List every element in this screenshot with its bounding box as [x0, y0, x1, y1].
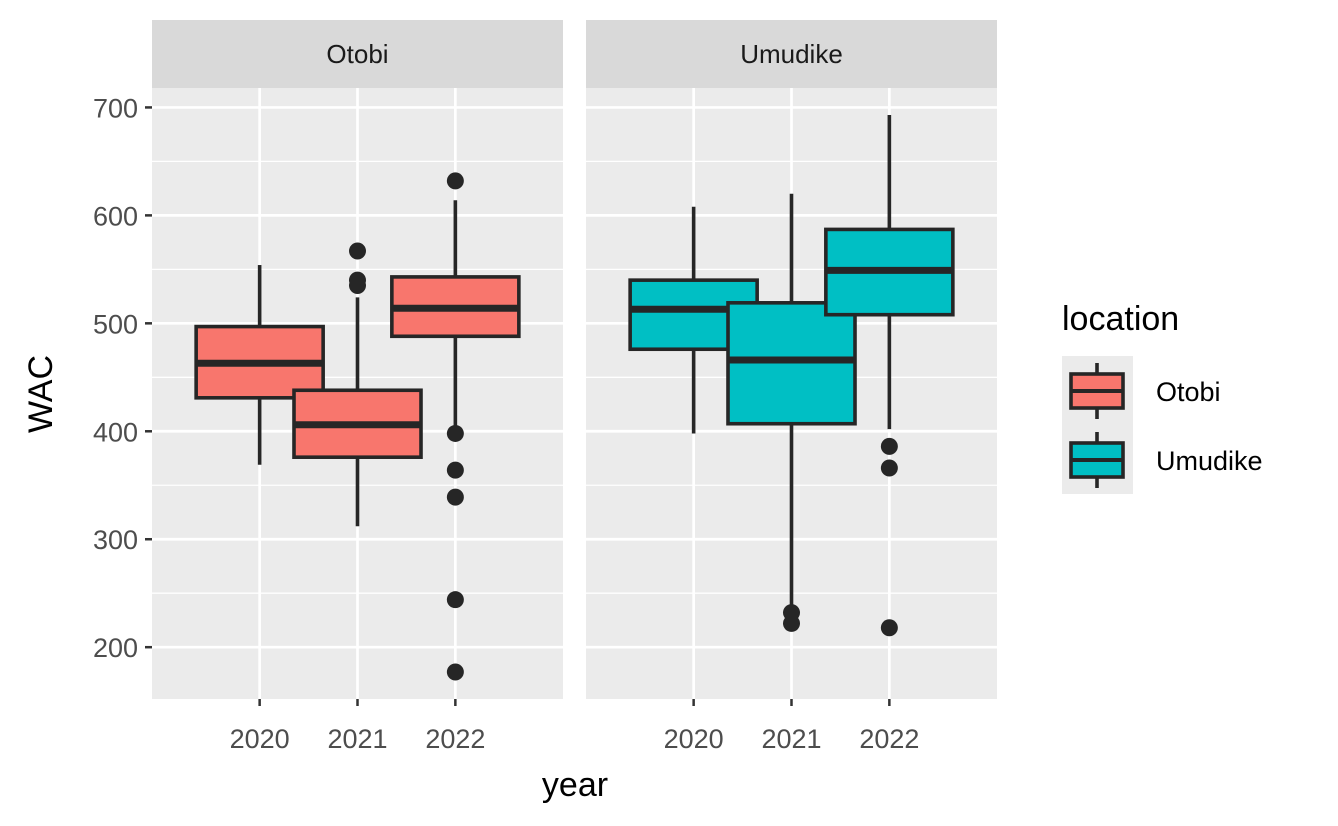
x-tick-label: 2022: [425, 724, 485, 754]
boxplot-umudike-2022: [824, 114, 955, 637]
y-tick-label: 400: [93, 417, 138, 447]
outlier-point: [446, 424, 464, 442]
y-tick-label: 600: [93, 201, 138, 231]
y-axis-title: WAC: [22, 355, 60, 433]
facet-panel-umudike: Umudike: [586, 20, 997, 699]
outlier-point: [783, 614, 800, 632]
facet-strip-label: Otobi: [326, 39, 388, 69]
boxplot-otobi-2022: [390, 172, 521, 681]
boxplot-otobi-2020: [194, 265, 325, 465]
x-axis: 2020 2021 2022 2020 2021 2022: [230, 699, 919, 754]
x-tick-label: 2020: [230, 724, 290, 754]
facet-panel-otobi: Otobi: [152, 20, 563, 699]
legend-title: location: [1062, 300, 1179, 338]
x-axis-title: year: [542, 766, 608, 804]
x-tick-label: 2021: [761, 724, 821, 754]
boxplot-otobi-2021: [292, 242, 423, 527]
y-tick-label: 500: [93, 309, 138, 339]
facet-panels: Otobi Umudike: [152, 20, 997, 699]
x-tick-label: 2022: [859, 724, 919, 754]
x-tick-label: 2021: [327, 724, 387, 754]
facet-strip: [152, 20, 563, 88]
outlier-point: [349, 242, 366, 260]
y-tick-label: 200: [93, 633, 138, 663]
boxplot-umudike-2021: [726, 193, 857, 632]
outlier-point: [446, 591, 464, 609]
facet-strip: [586, 20, 997, 88]
y-tick-label: 300: [93, 525, 138, 555]
y-tick-label: 700: [93, 93, 138, 123]
y-axis: 200 300 400 500 600 700: [93, 93, 152, 663]
outlier-point: [446, 172, 464, 190]
legend-label: Otobi: [1156, 377, 1221, 407]
outlier-point: [446, 461, 464, 479]
outlier-point: [880, 619, 898, 637]
x-tick-label: 2020: [664, 724, 724, 754]
legend-entry-otobi: Otobi: [1069, 363, 1221, 419]
facet-strip-label: Umudike: [740, 39, 843, 69]
outlier-point: [880, 437, 898, 455]
legend-entry-umudike: Umudike: [1069, 432, 1263, 488]
outlier-point: [880, 459, 898, 477]
outlier-point: [349, 277, 366, 295]
legend: location Otobi Umudike: [1062, 300, 1263, 494]
outlier-point: [446, 488, 464, 506]
legend-label: Umudike: [1156, 446, 1263, 476]
outlier-point: [446, 663, 464, 681]
